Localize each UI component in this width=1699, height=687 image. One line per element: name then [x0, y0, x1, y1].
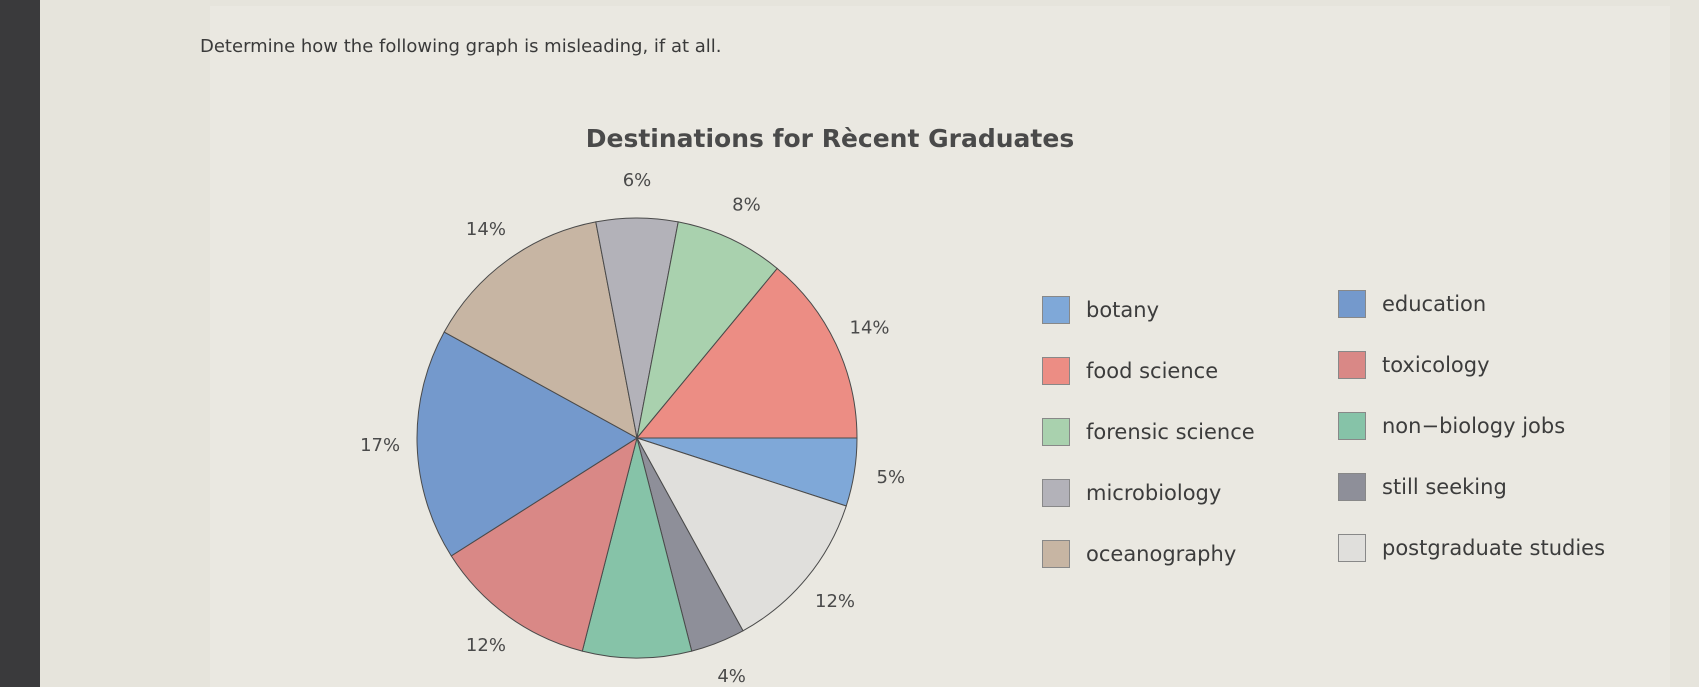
legend-label: still seeking [1382, 475, 1507, 499]
legend-swatch [1338, 412, 1366, 440]
pie-slice-non-biology-jobs [581, 437, 693, 659]
pie-slice-postgraduate-studies [635, 437, 847, 632]
slice-label-toxicology: 12% [466, 635, 506, 656]
legend-label: oceanography [1086, 542, 1237, 566]
legend-label: non−biology jobs [1382, 414, 1566, 438]
legend-swatch [1042, 479, 1070, 507]
screen [40, 0, 1699, 687]
slice-label-microbiology: 6% [623, 170, 652, 191]
legend-item-postgraduate-studies: postgraduate studies [1338, 534, 1605, 562]
legend-swatch [1042, 540, 1070, 568]
legend-label: forensic science [1086, 420, 1255, 444]
legend-label: education [1382, 292, 1487, 316]
slice-label-botany: 5% [877, 467, 906, 488]
legend-item-toxicology: toxicology [1338, 351, 1490, 379]
slice-label-still-seeking: 4% [717, 666, 746, 687]
legend-item-still-seeking: still seeking [1338, 473, 1507, 501]
slice-label-non-biology-jobs: 8% [623, 684, 652, 687]
legend-label: postgraduate studies [1382, 536, 1606, 560]
slice-label-education: 17% [360, 435, 400, 456]
legend-item-food-science: food science [1042, 357, 1218, 385]
legend-swatch [1338, 473, 1366, 501]
pie-slice-education [416, 331, 638, 557]
legend-item-non-biology-jobs: non−biology jobs [1338, 412, 1565, 440]
legend-label: food science [1086, 359, 1219, 383]
chart-title: Destinations for Rècent Graduates [585, 124, 1075, 153]
legend-swatch [1338, 534, 1366, 562]
legend-label: toxicology [1382, 353, 1490, 377]
legend-swatch [1338, 290, 1366, 318]
pie-slice-oceanography [443, 221, 638, 439]
slice-label-oceanography: 14% [466, 219, 506, 240]
legend-item-forensic-science: forensic science [1042, 418, 1255, 446]
slice-label-food-science: 14% [850, 318, 890, 339]
slice-label-forensic-science: 8% [732, 194, 761, 215]
legend-swatch [1042, 418, 1070, 446]
legend-item-oceanography: oceanography [1042, 540, 1236, 568]
legend-label: microbiology [1086, 481, 1222, 505]
legend-swatch [1042, 296, 1070, 324]
question-text: Determine how the following graph is mis… [200, 36, 722, 57]
legend-label: botany [1086, 298, 1160, 322]
pie-slice-food-science [635, 267, 858, 439]
legend-item-botany: botany [1042, 296, 1159, 324]
legend-swatch [1042, 357, 1070, 385]
legend-item-microbiology: microbiology [1042, 479, 1221, 507]
legend-swatch [1338, 351, 1366, 379]
slice-label-postgraduate-studies: 12% [815, 591, 855, 612]
legend-item-education: education [1338, 290, 1486, 318]
pie-slice-forensic-science [636, 221, 778, 439]
pie-slice-toxicology [450, 436, 638, 652]
